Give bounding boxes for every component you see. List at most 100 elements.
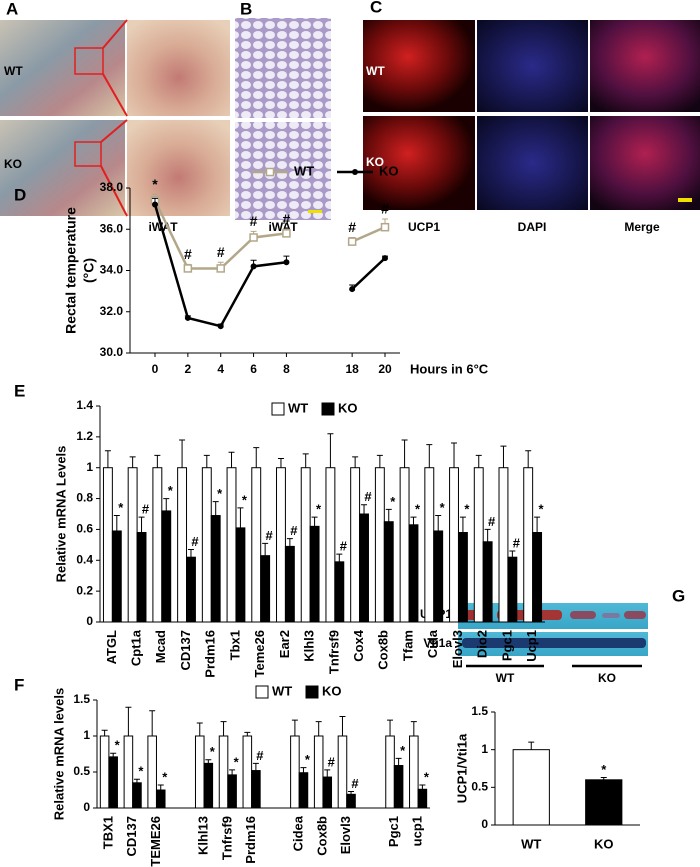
bar <box>585 779 623 826</box>
bar <box>152 467 163 623</box>
x-tick-label: 20 <box>378 362 392 376</box>
error-bar <box>348 790 355 795</box>
row-label: WT <box>4 64 23 78</box>
bar <box>251 770 261 809</box>
bar <box>325 467 336 623</box>
bar <box>218 735 229 809</box>
bar <box>235 527 246 623</box>
y-tick-label: 0.5 <box>73 764 90 778</box>
point <box>283 259 290 266</box>
x-tick-label: 4 <box>217 362 224 376</box>
panel-label: G <box>672 586 685 605</box>
significance: # <box>250 213 258 229</box>
error-bar <box>277 457 284 468</box>
error-bar <box>401 439 408 468</box>
bar <box>417 788 428 809</box>
band <box>624 611 646 619</box>
significance: # <box>364 489 372 504</box>
significance: # <box>348 219 356 235</box>
significance: * <box>162 769 168 784</box>
bar <box>385 735 395 809</box>
y-tick-label: 0 <box>86 614 93 628</box>
point <box>152 201 158 208</box>
panel-label: F <box>14 675 24 694</box>
y-tick-label: 32.0 <box>100 304 124 318</box>
significance: * <box>234 754 240 769</box>
bar <box>102 467 113 623</box>
significance: * <box>316 502 322 517</box>
y-tick-label: 0.5 <box>471 780 488 794</box>
significance: * <box>118 500 124 515</box>
bar <box>383 521 394 623</box>
significance: * <box>601 762 607 777</box>
error-bar <box>253 447 260 468</box>
bar <box>251 467 262 623</box>
x-tick-label: Prdm16 <box>203 630 218 678</box>
error-bar <box>157 784 164 790</box>
x-tick-label: Tnfrsf9 <box>219 816 234 860</box>
error-bar <box>528 741 535 750</box>
x-tick-label: ATGL <box>104 630 119 664</box>
panel-a: A WT KO iWAT <box>0 0 230 234</box>
legend-label: KO <box>379 163 399 178</box>
x-tick-label: Cidea <box>291 815 306 851</box>
bar <box>242 735 253 809</box>
error-bar <box>129 456 136 468</box>
x-tick-label: Dio2 <box>475 630 490 658</box>
bar <box>393 765 404 809</box>
bar <box>507 556 518 623</box>
bar <box>161 510 172 623</box>
error-bar <box>410 516 417 525</box>
bar <box>498 467 509 623</box>
error-bar <box>252 762 259 771</box>
error-bar <box>324 769 331 778</box>
error-bar <box>435 515 442 531</box>
significance: # <box>256 748 264 763</box>
bar <box>523 467 534 623</box>
bar <box>227 774 237 809</box>
significance: # <box>513 535 521 550</box>
histology <box>235 18 331 118</box>
bar <box>374 467 385 623</box>
error-bar <box>125 706 132 736</box>
bar <box>123 735 134 809</box>
point <box>380 222 390 232</box>
error-bar <box>244 731 251 736</box>
error-bar <box>525 450 532 468</box>
significance: # <box>266 528 274 543</box>
error-bar <box>138 516 145 533</box>
error-bar <box>203 454 210 468</box>
legend-swatch <box>255 685 269 699</box>
error-bar <box>385 508 392 522</box>
band-label: Vti1a <box>423 636 452 650</box>
point <box>347 237 357 246</box>
x-tick-label: Elovl3 <box>450 630 465 668</box>
x-tick-label: CD137 <box>178 630 193 670</box>
y-tick-label: 34.0 <box>100 263 124 277</box>
x-tick-label: Ear2 <box>277 630 292 658</box>
scale-bar <box>678 198 692 202</box>
error-bar <box>302 453 309 468</box>
x-tick-label: 0 <box>152 362 159 376</box>
error-bar <box>154 454 161 468</box>
bar <box>457 532 468 623</box>
x-tick-label: Tfam <box>400 630 415 661</box>
bar <box>449 467 459 623</box>
bar <box>313 735 324 809</box>
bar <box>424 467 435 623</box>
legend-marker <box>265 167 275 177</box>
significance: * <box>138 764 144 779</box>
error-bar <box>311 516 318 527</box>
error-bar <box>315 721 322 736</box>
significance: # <box>340 539 348 554</box>
y-tick-label: 1.4 <box>76 398 93 412</box>
x-tick-label: Mcad <box>153 630 168 663</box>
y-tick-label: 0.6 <box>76 522 93 536</box>
x-tick-label: Cpt1a <box>129 629 144 666</box>
bar <box>337 735 348 809</box>
fluorescence <box>590 20 700 112</box>
error-bar <box>104 450 111 468</box>
fluorescence <box>363 116 475 210</box>
x-tick-label: Pgc1 <box>499 630 514 661</box>
bar <box>334 561 345 623</box>
